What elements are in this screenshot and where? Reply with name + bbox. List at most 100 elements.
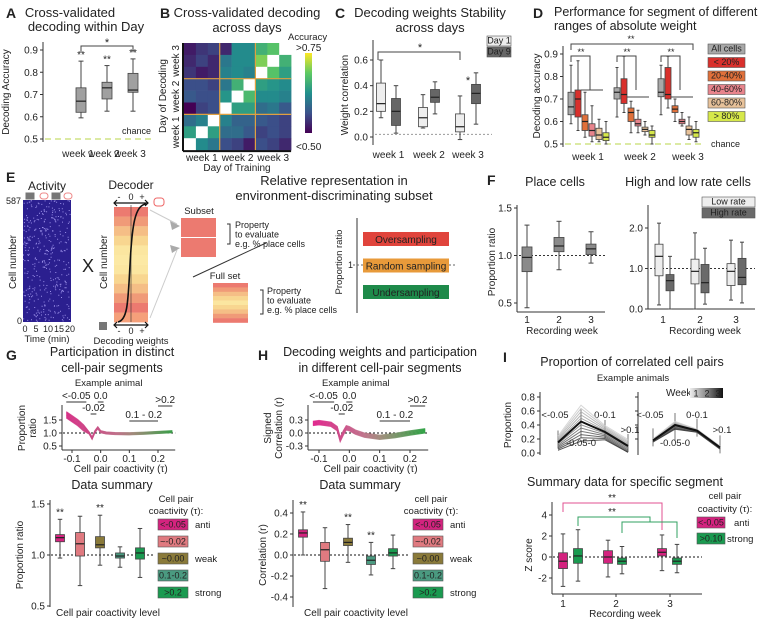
heatmap-cell xyxy=(255,78,268,91)
y-axis-label: Proportion xyxy=(503,402,514,448)
significance-bracket xyxy=(577,516,678,538)
fullset-stripe xyxy=(213,296,248,301)
y-tick-label: -0.2 xyxy=(271,572,289,583)
heatmap-cell xyxy=(219,114,232,127)
weight-sign: 0 xyxy=(128,326,133,336)
x-tick-label: 2 xyxy=(613,599,619,610)
legend-coactivity xyxy=(412,586,444,599)
heatmap-cell xyxy=(267,90,280,103)
heatmap-cell xyxy=(195,78,209,91)
chart-title: Decoding weights and participation xyxy=(283,345,477,359)
y-tick-label: 1.0 xyxy=(31,551,45,562)
x-tick-label: 0.1 xyxy=(373,454,387,465)
bracket-star: * xyxy=(418,42,423,54)
heatmap-cell xyxy=(207,90,220,103)
x-tick-label: 3 xyxy=(667,599,673,610)
legend-item xyxy=(707,70,746,82)
heatmap-cell xyxy=(279,78,292,91)
week-line xyxy=(557,404,629,440)
heatmap-cell xyxy=(184,54,197,68)
x-tick-label: week 2 xyxy=(221,153,254,164)
legend-day1-label: Day 1 xyxy=(487,36,511,46)
arrow-heads xyxy=(170,221,180,253)
bracket-star: * xyxy=(105,37,110,49)
legend-day9 xyxy=(486,46,512,58)
category-label: >0.1 xyxy=(621,425,640,436)
y-tick-label: 0.7 xyxy=(24,90,38,101)
weight-sign: - xyxy=(118,326,121,336)
weight-axis-arrows xyxy=(113,199,149,329)
x-tick-label: 1 xyxy=(524,315,530,326)
chart-title: Data summary xyxy=(319,478,401,492)
weight-sign: + xyxy=(139,192,144,202)
box-segment xyxy=(595,127,603,140)
x-tick-label: 0.2 xyxy=(403,454,417,465)
box-place-cells xyxy=(521,246,533,273)
raster-spikes xyxy=(23,200,71,322)
legend-day1 xyxy=(486,35,512,47)
y-tick-label: 4 xyxy=(541,511,547,522)
heatmap-cell xyxy=(267,66,280,79)
y-tick-label: week 1 xyxy=(171,116,182,149)
segment-label: -0.02 xyxy=(330,403,353,414)
x-tick-label: 1 xyxy=(660,315,666,326)
category-label: <-0.05 xyxy=(541,410,568,421)
legend-item-label: 40-60% xyxy=(711,84,742,94)
significance-bracket xyxy=(562,502,663,530)
legend-coactivity xyxy=(157,586,189,599)
activity-title: Activity xyxy=(28,179,66,193)
week-gradient xyxy=(690,388,723,398)
heatmap-cell xyxy=(207,114,220,127)
heatmap-cell xyxy=(279,114,292,127)
y-axis-label: Decoding Accuracy xyxy=(1,49,12,135)
heatmap-cell xyxy=(231,54,244,68)
projection-lines xyxy=(149,209,178,319)
cube-environment-icon xyxy=(51,192,61,200)
property-text: Property xyxy=(235,220,270,230)
box-segment xyxy=(634,118,642,127)
property-text: to evaluate xyxy=(267,296,311,306)
bracket-stars: ** xyxy=(577,47,585,57)
week-line xyxy=(557,430,629,451)
y-tick-label: 0.0 xyxy=(629,305,643,316)
property-text: Property xyxy=(267,286,302,296)
heatmap-cell xyxy=(279,102,292,115)
box-day-1 xyxy=(418,107,428,128)
week-line xyxy=(652,420,721,447)
legend-coactivity xyxy=(412,518,444,531)
property-text: e.g. % place cells xyxy=(235,239,306,249)
segment-label: 0.0 xyxy=(94,391,108,402)
y-tick-label: 1.0 xyxy=(629,264,643,275)
significance-bracket xyxy=(660,55,693,98)
legend-coactivity xyxy=(696,532,726,545)
heatmap-cell xyxy=(255,66,268,79)
heatmap-cell xyxy=(231,102,244,115)
y-tick-label: 0.4 xyxy=(354,81,368,92)
bracket xyxy=(227,223,231,245)
chart-title: in different cell-pair segments xyxy=(298,361,461,375)
chart-title: Participation in distinct xyxy=(50,345,175,359)
y-tick-label: 0.5 xyxy=(31,602,45,613)
segment-label: >0.2 xyxy=(408,395,428,406)
bracket-stars: ** xyxy=(623,47,631,57)
ratio-one: 1 xyxy=(348,260,353,270)
y-tick-label: 0.2 xyxy=(521,435,535,446)
legend-item-label: > 80% xyxy=(714,111,740,121)
schematic-header: environment-discriminating subset xyxy=(235,188,433,203)
legend-coactivity xyxy=(157,552,189,565)
significance-stars: ** xyxy=(56,507,64,518)
decoder-title: Decoder xyxy=(108,178,153,192)
panel-letter: E xyxy=(6,169,15,185)
x-tick-label: 3 xyxy=(588,315,594,326)
category-label: -0.05-0 xyxy=(660,438,690,449)
legend-day9-label: Day 9 xyxy=(487,47,511,57)
heatmap-cell xyxy=(184,114,197,127)
heatmap-cell xyxy=(243,90,256,103)
heatmap-cell xyxy=(267,102,280,115)
heatmap-cell xyxy=(243,114,256,127)
box-segment xyxy=(657,78,665,98)
bracket xyxy=(260,289,264,315)
x-tick-label: 2 xyxy=(556,315,562,326)
heatmap-cell xyxy=(255,90,268,103)
